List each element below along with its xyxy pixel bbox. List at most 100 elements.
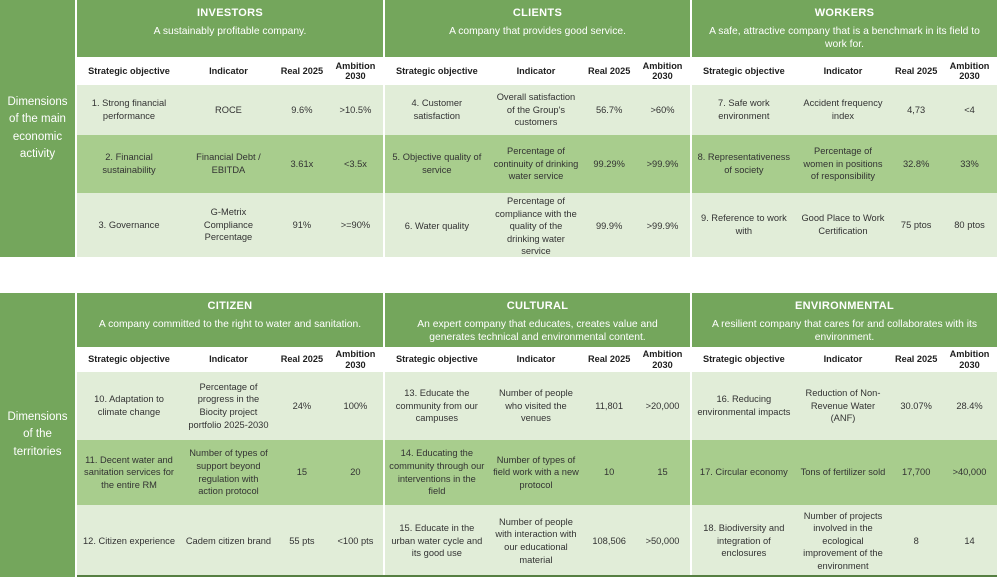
objective-cell: 17. Circular economy <box>699 467 788 478</box>
table-row: 7. Safe work environment Accident frequen… <box>692 85 997 135</box>
objective-cell: 7. Safe work environment <box>718 98 770 121</box>
column-header: Real 2025 <box>587 354 631 365</box>
group-subtitle: A sustainably profitable company. <box>153 26 307 37</box>
group-title: CITIZEN <box>207 300 253 312</box>
indicator-cell: Number of types of field work with a new… <box>493 454 579 490</box>
column-header: Indicator <box>823 65 863 76</box>
column-header: Real 2025 <box>894 354 938 365</box>
real-2025-cell: 108,506 <box>592 535 626 546</box>
group-clients: CLIENTS A company that provides good serv… <box>385 0 690 257</box>
table-row: 10. Adaptation to climate change Percenta… <box>77 372 383 440</box>
objective-cell: 2. Financial sustainability <box>102 152 156 175</box>
indicator-cell: G-Metrix Compliance Percentage <box>203 207 253 243</box>
indicator-cell: Financial Debt / EBITDA <box>196 152 261 175</box>
column-header-row: Strategic objective Indicator Real 2025 Amb… <box>77 57 383 85</box>
indicator-cell: ROCE <box>215 104 242 115</box>
column-header: Ambition 2030 <box>642 60 683 81</box>
objective-cell: 18. Biodiversity and integration of encl… <box>703 523 785 559</box>
table-row: 8. Representativeness of society Percenta… <box>692 135 997 193</box>
column-header: Strategic objective <box>395 354 478 365</box>
objective-cell: 14. Educating the community through our … <box>389 448 485 497</box>
column-header-row: Strategic objective Indicator Real 2025 Amb… <box>385 347 690 372</box>
ambition-2030-cell: 20 <box>350 467 361 478</box>
ambition-2030-cell: 33% <box>960 158 979 169</box>
objective-cell: 1. Strong financial performance <box>91 98 167 121</box>
objective-cell: 13. Educate the community from our campu… <box>395 388 478 424</box>
group-workers: WORKERS A safe, attractive company that i… <box>692 0 997 257</box>
real-2025-cell: 17,700 <box>901 467 931 478</box>
group-title: INVESTORS <box>196 7 264 19</box>
ambition-2030-cell: >99.9% <box>646 158 679 169</box>
table-row: 13. Educate the community from our campu… <box>385 372 690 440</box>
group-cultural: CULTURAL An expert company that educates,… <box>385 293 690 577</box>
indicator-cell: Tons of fertilizer sold <box>800 467 886 478</box>
real-2025-cell: 32.8% <box>902 158 930 169</box>
column-header: Ambition 2030 <box>949 349 990 370</box>
group-subtitle: A safe, attractive company that is a ben… <box>709 26 980 51</box>
column-header: Indicator <box>823 354 863 365</box>
table-row: 1. Strong financial performance ROCE 9.6% >… <box>77 85 383 135</box>
column-header: Real 2025 <box>587 65 631 76</box>
group-header: CULTURAL An expert company that educates,… <box>385 293 690 347</box>
table-row: 12. Citizen experience Cadem citizen bran… <box>77 505 383 577</box>
column-header: Strategic objective <box>702 354 785 365</box>
objective-cell: 9. Reference to work with <box>700 213 787 236</box>
column-header: Strategic objective <box>88 354 170 365</box>
group-header: INVESTORS A sustainably profitable compan… <box>77 0 383 57</box>
column-header: Strategic objective <box>395 65 478 76</box>
group-subtitle: A resilient company that cares for and c… <box>712 319 977 344</box>
column-header-row: Strategic objective Indicator Real 2025 Amb… <box>692 57 997 85</box>
column-header: Strategic objective <box>88 65 170 76</box>
column-header-row: Strategic objective Indicator Real 2025 Amb… <box>385 57 690 85</box>
real-2025-cell: 4,73 <box>907 104 926 115</box>
table-row: 9. Reference to work with Good Place to W… <box>692 193 997 257</box>
group-subtitle: A company that provides good service. <box>449 26 626 37</box>
group-environmental: ENVIRONMENTAL A resilient company that ca… <box>692 293 997 577</box>
objective-cell: 4. Customer satisfaction <box>411 98 463 121</box>
table-row: 4. Customer satisfaction Overall satisfac… <box>385 85 690 135</box>
indicator-cell: Reduction of Non-Revenue Water (ANF) <box>805 388 881 424</box>
ambition-2030-cell: >50,000 <box>645 535 680 546</box>
group-title: CULTURAL <box>506 300 569 312</box>
real-2025-cell: 24% <box>292 400 312 411</box>
group-title: ENVIRONMENTAL <box>794 300 895 312</box>
ambition-2030-cell: >99.9% <box>646 221 679 232</box>
indicator-cell: Cadem citizen brand <box>185 535 272 546</box>
ambition-2030-cell: 100% <box>343 400 368 411</box>
indicator-cell: Percentage of women in positions of resp… <box>803 146 883 182</box>
indicator-cell: Good Place to Work Certification <box>801 213 885 236</box>
table-bottom-border <box>77 575 997 577</box>
ambition-2030-cell: 14 <box>964 535 975 546</box>
ambition-2030-cell: >60% <box>650 104 675 115</box>
indicator-cell: Overall satisfaction of the Group's cust… <box>496 92 576 128</box>
column-header-row: Strategic objective Indicator Real 2025 Amb… <box>77 347 383 372</box>
row-group-label-territories: Dimensions of the territories <box>0 293 75 577</box>
real-2025-cell: 56.7% <box>595 104 623 115</box>
column-header: Real 2025 <box>280 65 324 76</box>
table-row: 18. Biodiversity and integration of encl… <box>692 505 997 577</box>
ambition-2030-cell: <4 <box>964 104 975 115</box>
ambition-2030-cell: 80 ptos <box>954 219 985 230</box>
table-row: 6. Water quality Percentage of compliance… <box>385 193 690 257</box>
real-2025-cell: 99.29% <box>593 158 625 169</box>
column-header: Indicator <box>516 65 556 76</box>
group-header: WORKERS A safe, attractive company that i… <box>692 0 997 57</box>
table-territories: Dimensions of the territories CITIZEN A c… <box>0 293 997 577</box>
real-2025-cell: 55 pts <box>289 535 315 546</box>
ambition-2030-cell: 28.4% <box>956 400 983 411</box>
real-2025-cell: 8 <box>913 535 919 546</box>
indicator-cell: Number of people with interaction with o… <box>495 516 577 565</box>
real-2025-cell: 99.9% <box>595 221 623 232</box>
objective-cell: 3. Governance <box>98 219 160 230</box>
table-row: 3. Governance G-Metrix Compliance Percent… <box>77 193 383 257</box>
objective-cell: 11. Decent water and sanitation services… <box>84 454 174 490</box>
ambition-2030-cell: >10.5% <box>339 104 372 115</box>
objective-cell: 6. Water quality <box>404 221 469 232</box>
indicator-cell: Number of types of support beyond regula… <box>189 448 268 497</box>
table-row: 5. Objective quality of service Percentag… <box>385 135 690 193</box>
indicator-cell: Number of projects involved in the ecolo… <box>803 510 883 571</box>
ambition-2030-cell: >20,000 <box>645 400 680 411</box>
ambition-2030-cell: 15 <box>657 467 668 478</box>
indicator-cell: Accident frequency index <box>803 98 883 121</box>
